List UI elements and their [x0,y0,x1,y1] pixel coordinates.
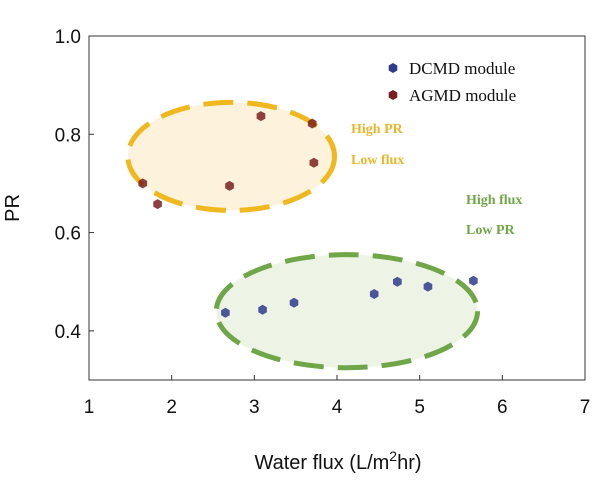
x-axis-title-sup: 2 [389,448,397,464]
data-point-agmd [138,178,148,189]
x-tick-label: 6 [497,397,508,418]
annotation-high-pr-line1: High PR [351,122,404,137]
x-tick-label: 1 [84,397,95,418]
data-point-dcmd [393,276,402,287]
x-tick-label: 3 [249,397,260,418]
x-axis-title: Water flux (L/m2hr) [254,448,421,474]
legend-label-dcmd: DCMD module [409,59,515,78]
y-tick-label: 0.6 [55,224,81,245]
data-point-agmd [225,180,234,191]
y-axis-title: PR [2,194,24,222]
data-point-agmd [307,118,317,129]
highlight-ellipse-1 [213,252,481,371]
data-points [138,111,478,318]
x-axis-title-suffix: hr) [397,452,421,474]
annotation-high-pr-line2: Low flux [351,153,404,168]
x-tick-label: 7 [580,397,591,418]
data-point-dcmd [369,289,379,299]
x-tick-label: 4 [332,397,343,418]
y-tick-label: 1.0 [55,27,81,48]
x-axis-title-main: Water flux (L/m [254,452,389,474]
legend-label-agmd: AGMD module [409,86,516,105]
data-point-dcmd [423,281,433,292]
annotation-high-flux: High flux Low PR [466,193,522,238]
legend-marker-dcmd [388,63,398,73]
highlight-regions [125,99,481,371]
y-axis-ticks: 0.4 0.6 0.8 1.0 [55,27,94,343]
data-point-dcmd [258,304,267,315]
data-point-agmd [153,199,162,210]
y-tick-label: 0.8 [55,125,81,146]
legend-marker-agmd [388,90,398,100]
x-axis-ticks: 1 2 3 4 5 6 7 [84,375,591,418]
data-point-agmd [309,157,319,168]
x-tick-label: 2 [166,397,177,418]
legend: DCMD module AGMD module [388,59,516,105]
data-point-agmd [256,111,266,122]
annotation-high-pr: High PR Low flux [351,122,404,168]
y-tick-label: 0.4 [55,322,82,343]
annotation-high-flux-line1: High flux [466,193,522,208]
data-point-dcmd [469,275,478,286]
x-tick-label: 5 [414,397,425,418]
data-point-dcmd [289,297,299,308]
highlight-ellipse-0 [125,99,338,213]
annotation-high-flux-line2: Low PR [466,223,516,238]
data-point-dcmd [221,307,230,318]
